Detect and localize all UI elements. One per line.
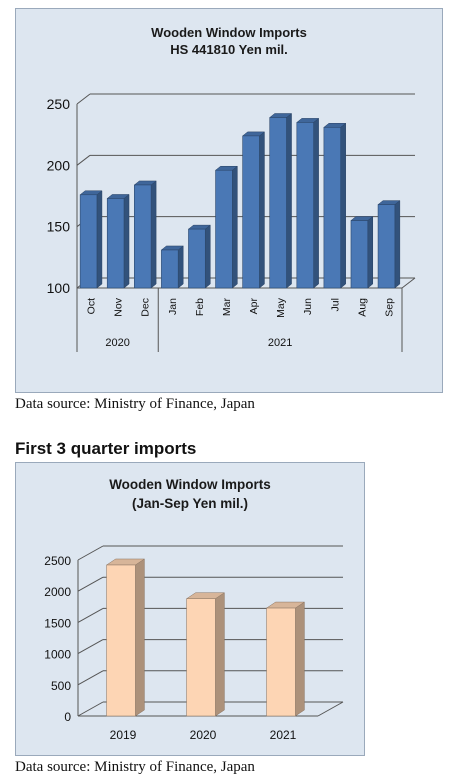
x-tick-label: Jul — [329, 298, 341, 311]
chart1-plot: 100 150 200 250 Oct Nov Dec Jan Feb Mar Apr May Jun J… — [47, 93, 416, 352]
bar-side — [215, 592, 225, 717]
x-tick-label: May — [275, 297, 287, 318]
section-heading: First 3 quarter imports — [15, 439, 197, 458]
y-tick-label: 150 — [47, 219, 71, 235]
x-tick-label: 2020 — [190, 728, 217, 742]
x-tick-label: Jan — [167, 298, 179, 315]
bar — [296, 122, 314, 289]
bar — [266, 607, 296, 717]
bar — [106, 564, 136, 717]
group-label: 2020 — [105, 337, 129, 349]
x-tick-label: Jun — [302, 298, 314, 315]
y-tick-label: 1500 — [44, 616, 71, 630]
x-tick-label: Nov — [113, 297, 125, 316]
bar — [186, 598, 216, 717]
y-tick-label: 2000 — [44, 585, 71, 599]
grid-side-2 — [77, 639, 104, 655]
x-tick-label: Dec — [140, 298, 152, 317]
monthly-imports-chart: Wooden Window Imports HS 441810 Yen mil.… — [15, 8, 443, 393]
bar-side — [313, 117, 319, 289]
floor-edge — [317, 701, 344, 717]
grid-side-0 — [77, 701, 104, 717]
bar-side — [367, 216, 374, 289]
bar — [377, 204, 396, 289]
x-tick-label: Sep — [383, 298, 395, 317]
bar-side — [340, 122, 346, 289]
chart1-subtitle: HS 441810 Yen mil. — [170, 42, 288, 57]
quarter-imports-chart: Wooden Window Imports (Jan-Sep Yen mil.)… — [15, 462, 365, 756]
grid-side-2 — [76, 154, 91, 166]
grid-side-5 — [77, 545, 104, 561]
y-tick-label: 100 — [47, 280, 71, 296]
y-tick-label: 2500 — [44, 554, 71, 568]
chart2-subtitle: (Jan-Sep Yen mil.) — [131, 496, 249, 511]
bar — [323, 127, 341, 289]
x-tick-label: Mar — [221, 298, 233, 317]
bar — [188, 228, 206, 289]
x-tick-label: 2021 — [270, 728, 297, 742]
bar-side — [205, 224, 211, 289]
group-label: 2021 — [268, 337, 292, 349]
bar-side — [96, 190, 103, 289]
chart1-source: Data source: Ministry of Finance, Japan — [15, 396, 255, 412]
x-tick-label: Apr — [248, 298, 260, 315]
floor-edge — [401, 277, 416, 289]
bar — [242, 135, 260, 289]
grid-side-3 — [76, 93, 91, 105]
bar — [106, 198, 125, 289]
bar — [161, 249, 179, 289]
x-tick-label: Aug — [356, 298, 368, 317]
grid-side-1 — [77, 670, 104, 686]
x-tick-label: Feb — [194, 298, 206, 316]
bar — [269, 117, 287, 289]
bar-side — [177, 245, 184, 289]
bar-side — [135, 558, 145, 717]
x-tick-label: Oct — [86, 298, 98, 314]
x-tick-label: 2019 — [110, 728, 137, 742]
bar-side — [394, 200, 401, 289]
bar-side — [232, 165, 238, 289]
chart2-title: Wooden Window Imports — [109, 477, 271, 492]
bar-side — [295, 601, 305, 717]
bar-side — [150, 180, 157, 289]
chart2-plot: 0 500 1000 1500 2000 2500 2019 2020 2021 — [44, 545, 344, 742]
grid-side-4 — [77, 576, 104, 592]
y-tick-label: 1000 — [44, 648, 71, 662]
y-tick-label: 0 — [64, 710, 71, 724]
bar-side — [286, 112, 292, 289]
bar-side — [123, 193, 130, 289]
bar — [215, 169, 233, 289]
grid-side-3 — [77, 607, 104, 623]
bar-side — [259, 131, 265, 289]
y-tick-label: 250 — [47, 96, 71, 112]
bar — [79, 194, 98, 289]
y-tick-label: 200 — [47, 157, 71, 173]
y-tick-label: 500 — [51, 679, 71, 693]
chart1-title: Wooden Window Imports — [151, 25, 307, 40]
bar — [134, 184, 152, 289]
chart2-source: Data source: Ministry of Finance, Japan — [15, 759, 255, 775]
bar — [350, 220, 369, 289]
